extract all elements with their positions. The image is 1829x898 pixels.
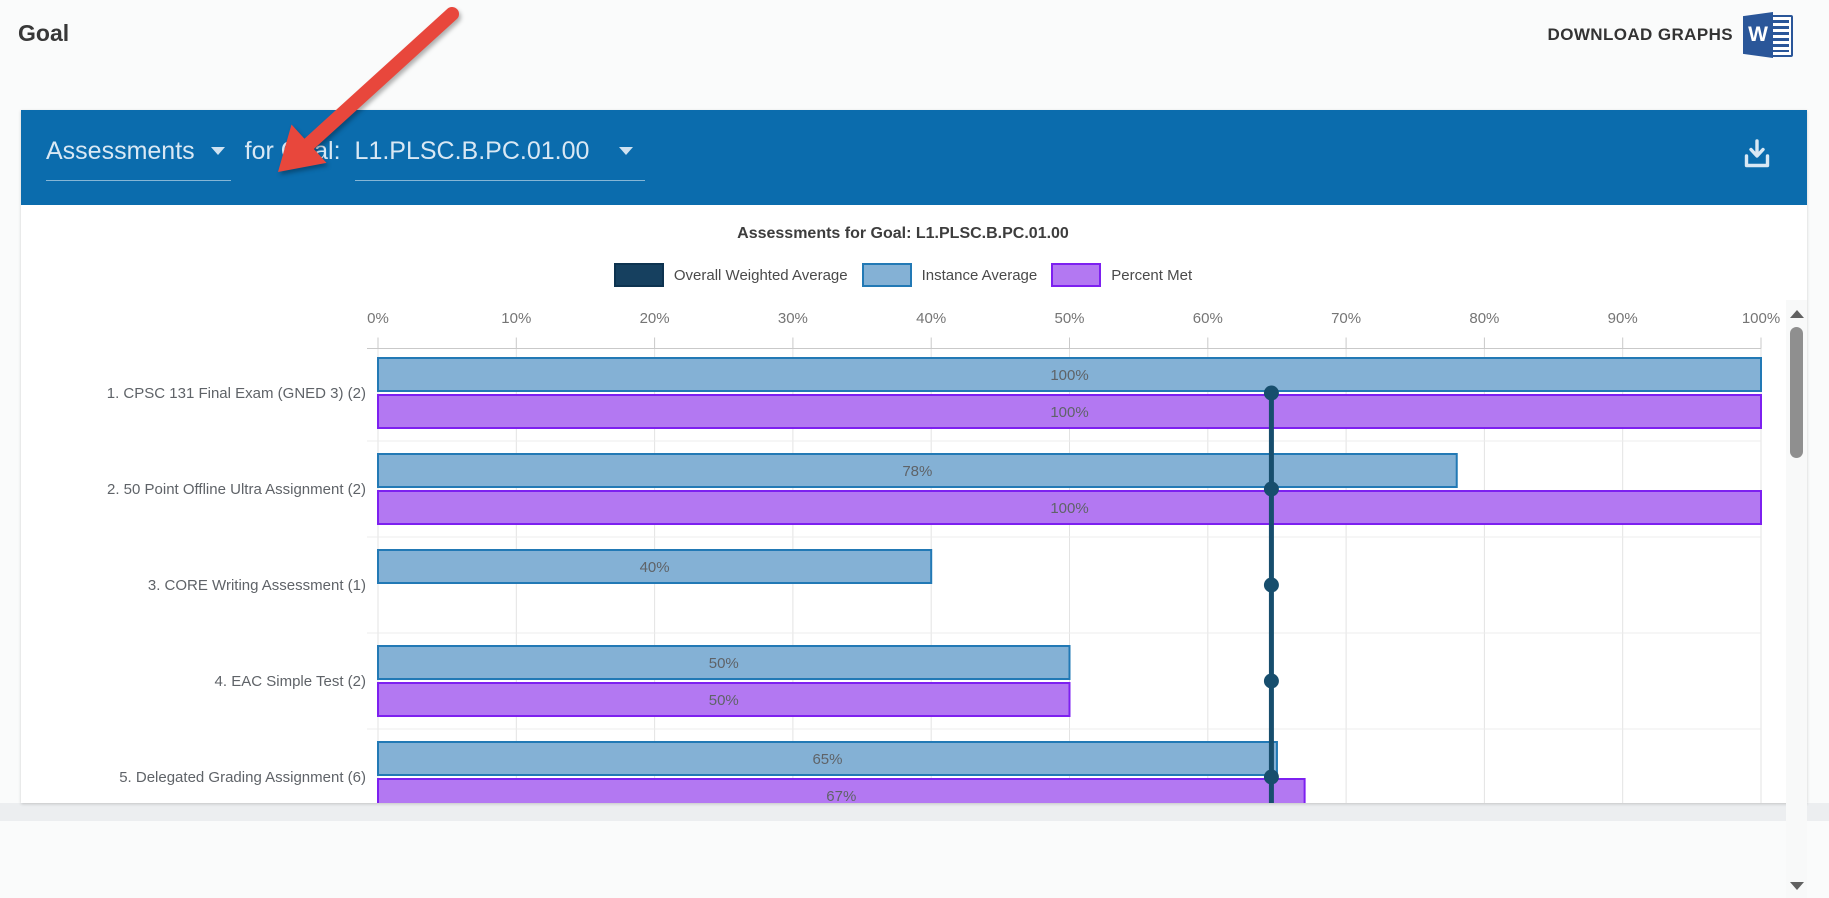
percent-met-bar[interactable] [377,394,1762,429]
bar-value-label: 50% [709,655,739,672]
x-axis-tick-label: 10% [501,310,531,327]
x-axis-tick-label: 40% [916,310,946,327]
download-icon [1744,139,1770,168]
bar-value-label: 100% [1050,500,1088,517]
x-axis-tick-label: 80% [1469,310,1499,327]
percent-met-bar[interactable] [377,778,1306,803]
page-title: Goal [18,20,70,46]
legend-swatch [861,263,912,287]
panel-banner: Assessments for Goal: L1.PLSC.B.PC.01.00 [21,110,1807,205]
x-axis-tick-label: 100% [1742,310,1780,327]
percent-met-bar[interactable] [377,490,1762,525]
chevron-down-icon [619,147,634,155]
instance-average-bar[interactable] [377,549,933,584]
bar-value-label: 100% [1050,367,1088,384]
legend-label: Instance Average [921,266,1038,284]
bar-value-label: 67% [826,788,856,803]
x-axis-tick-label: 60% [1193,310,1223,327]
instance-average-bar[interactable] [377,357,1762,392]
legend-label: Percent Met [1111,266,1193,284]
goal-dropdown[interactable]: L1.PLSC.B.PC.01.00 [354,136,646,181]
chevron-down-icon [210,147,225,155]
scroll-up-icon [1789,310,1804,318]
word-file-icon: W [1743,12,1793,58]
for-goal-label: for Goal: [244,137,341,165]
legend-item: Overall Weighted Average [613,263,848,287]
instance-average-bar[interactable] [377,741,1278,776]
scroll-up-button[interactable] [1786,304,1807,324]
instance-average-bar[interactable] [377,453,1458,488]
category-label: 1. CPSC 131 Final Exam (GNED 3) (2) [107,385,366,402]
percent-met-bar[interactable] [377,682,1071,717]
chart-download-button[interactable] [1741,138,1773,177]
overall-weighted-average-point [1263,481,1279,497]
x-axis-tick-label: 90% [1608,310,1638,327]
goal-assessments-panel: Assessments for Goal: L1.PLSC.B.PC.01.00… [21,110,1807,898]
bar-value-label: 78% [902,463,932,480]
chart-title: Assessments for Goal: L1.PLSC.B.PC.01.00 [737,225,1069,242]
scroll-down-button[interactable] [1786,876,1807,896]
assessments-dropdown-label: Assessments [46,137,195,165]
x-axis-tick-label: 30% [778,310,808,327]
x-axis-tick-label: 0% [367,310,389,327]
instance-average-bar[interactable] [377,645,1071,680]
assessments-bar-chart: 0% 10% 20% 30% 40% 50% 60% 70% 80% 90% 100% 1. CPSC… [107,310,1780,803]
x-axis-tick-label: 70% [1331,310,1361,327]
scroll-down-icon [1789,882,1804,890]
x-axis-tick-label: 50% [1054,310,1084,327]
scrollbar-thumb[interactable] [1790,327,1803,458]
chart-legend: Overall Weighted Average Instance Average… [21,263,1785,287]
download-graphs-button[interactable]: DOWNLOAD GRAPHS W [1548,10,1793,60]
category-label: 4. EAC Simple Test (2) [215,673,366,690]
overall-weighted-average-point [1263,769,1279,785]
goal-dropdown-label: L1.PLSC.B.PC.01.00 [354,137,590,165]
category-label: 5. Delegated Grading Assignment (6) [119,769,366,786]
page-bottom-strip [0,803,1829,821]
bar-value-label: 50% [709,692,739,709]
bar-value-label: 100% [1050,404,1088,421]
chart-scrollbar[interactable] [1786,300,1807,898]
category-label: 3. CORE Writing Assessment (1) [148,577,366,594]
word-letter: W [1748,23,1768,46]
legend-item: Instance Average [861,263,1038,287]
legend-swatch [613,263,664,287]
x-axis-tick-label: 20% [640,310,670,327]
bar-value-label: 65% [812,751,842,768]
legend-item: Percent Met [1051,263,1192,287]
legend-swatch [1051,263,1102,287]
overall-weighted-average-point [1263,673,1279,689]
overall-weighted-average-point [1263,577,1279,593]
overall-weighted-average-point [1263,385,1279,401]
download-graphs-label: DOWNLOAD GRAPHS [1547,25,1733,44]
bar-value-label: 40% [640,559,670,576]
assessments-dropdown[interactable]: Assessments [46,136,231,181]
page-header: Goal DOWNLOAD GRAPHS W [0,0,1829,70]
word-logo-panel: W [1743,12,1773,58]
category-label: 2. 50 Point Offline Ultra Assignment (2) [107,481,366,498]
legend-label: Overall Weighted Average [673,266,848,284]
word-document-lines [1769,20,1789,52]
chart-region: Assessments for Goal: L1.PLSC.B.PC.01.00… [21,205,1807,898]
